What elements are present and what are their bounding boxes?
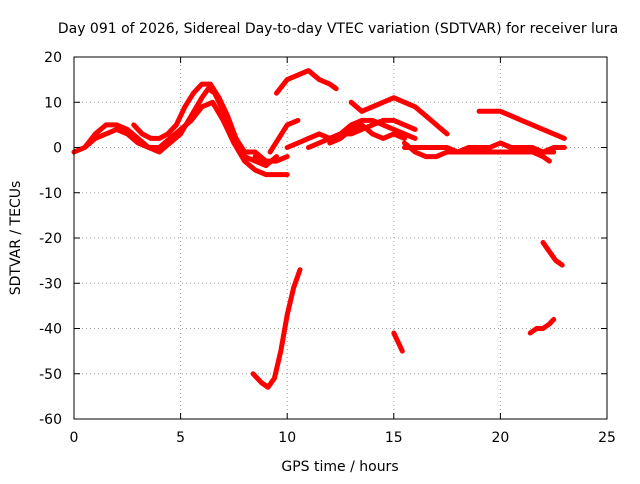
series-track-e <box>267 117 301 155</box>
tick-labels: 0 5 10 15 20 25 -60 -50 -40 -30 -20 -10 0 10 20 <box>39 50 616 446</box>
y-tick-label: 0 <box>53 141 62 157</box>
series-track-c <box>131 81 269 164</box>
x-tick-label: 15 <box>385 430 403 446</box>
series-track-f <box>252 154 290 164</box>
series-track-r <box>527 316 557 336</box>
y-tick-label: 10 <box>44 95 62 111</box>
x-tick-label: 25 <box>598 430 616 446</box>
series-track-j <box>327 122 407 146</box>
series-track-h <box>306 117 418 150</box>
grid <box>74 57 607 419</box>
y-tick-label: 20 <box>44 50 62 66</box>
y-tick-label: -20 <box>39 231 62 247</box>
series-track-q <box>540 240 565 268</box>
x-tick-label: 10 <box>278 430 296 446</box>
series-track-i <box>348 95 450 137</box>
series-track-p <box>391 330 405 354</box>
y-tick-label: -10 <box>39 186 62 202</box>
chart-title: Day 091 of 2026, Sidereal Day-to-day VTE… <box>58 21 618 37</box>
series-layer <box>71 68 567 390</box>
y-axis-label: SDTVAR / TECUs <box>8 181 24 296</box>
x-tick-label: 5 <box>176 430 185 446</box>
series-track-o <box>250 267 303 390</box>
series-track-d <box>274 68 339 96</box>
y-tick-label: -60 <box>39 412 62 428</box>
y-tick-label: -50 <box>39 367 62 383</box>
x-tick-label: 0 <box>70 430 79 446</box>
series-track-b <box>82 99 290 178</box>
x-axis-label: GPS time / hours <box>281 459 398 475</box>
y-tick-label: -30 <box>39 276 62 292</box>
series-track-g <box>284 117 418 150</box>
series-track-m <box>476 108 567 141</box>
x-tick-label: 20 <box>491 430 509 446</box>
axes <box>73 56 608 420</box>
series-track-n <box>497 140 567 155</box>
series-track-l <box>402 140 557 155</box>
plot-frame <box>73 56 608 420</box>
y-tick-label: -40 <box>39 322 62 338</box>
